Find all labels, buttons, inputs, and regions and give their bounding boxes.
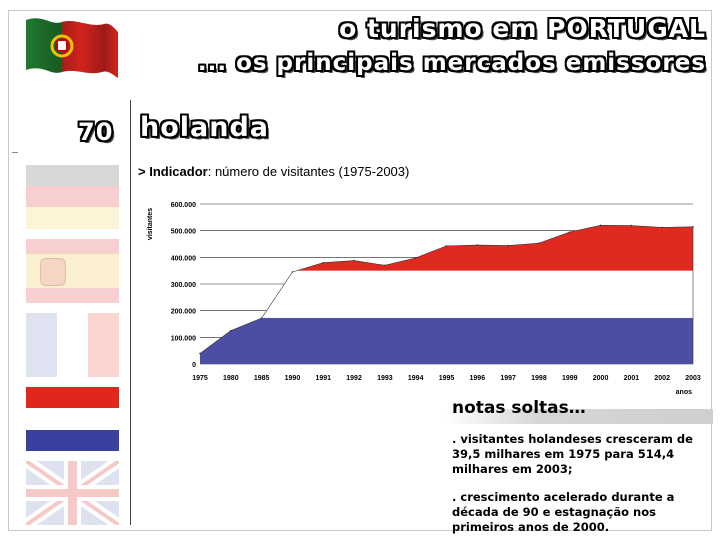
data-point bbox=[199, 352, 201, 355]
country-title: holanda bbox=[140, 112, 270, 143]
data-point bbox=[661, 226, 663, 229]
data-point bbox=[599, 224, 602, 227]
frame-top bbox=[8, 10, 712, 11]
notes-header-bar bbox=[445, 409, 713, 424]
data-point bbox=[384, 264, 386, 267]
slide-number: 70 bbox=[78, 118, 114, 146]
portugal-flag-icon bbox=[26, 18, 118, 78]
page-title: o turismo em PORTUGAL bbox=[339, 14, 706, 43]
note-item: . visitantes holandeses cresceram de 39,… bbox=[452, 432, 693, 476]
data-point bbox=[476, 244, 479, 246]
data-point bbox=[291, 271, 294, 273]
y-tick-label: 400.000 bbox=[171, 255, 196, 262]
y-tick-label: 300.000 bbox=[171, 282, 196, 289]
data-point bbox=[230, 329, 232, 332]
germany-flag-icon bbox=[26, 165, 119, 229]
data-point bbox=[414, 257, 417, 259]
y-axis-label: visitantes bbox=[147, 208, 154, 240]
frame-bottom bbox=[8, 530, 712, 531]
x-tick-label: 1993 bbox=[377, 375, 393, 382]
note-item: . crescimento acelerado durante a década… bbox=[452, 490, 675, 534]
data-point bbox=[260, 317, 263, 319]
x-tick-label: 1996 bbox=[470, 375, 486, 382]
x-tick-label: 1991 bbox=[315, 375, 331, 382]
indicator-prefix: > Indicador bbox=[138, 164, 208, 179]
x-axis-label: anos bbox=[676, 389, 692, 396]
data-point bbox=[507, 244, 509, 247]
x-tick-label: 2003 bbox=[685, 375, 701, 382]
data-point bbox=[692, 226, 694, 228]
x-tick-label: 2002 bbox=[654, 375, 670, 382]
divider-tick bbox=[12, 152, 18, 153]
y-tick-label: 200.000 bbox=[171, 309, 196, 316]
frame-left bbox=[8, 10, 9, 530]
data-point bbox=[538, 242, 540, 244]
y-tick-label: 100.000 bbox=[171, 335, 196, 342]
x-tick-label: 1992 bbox=[346, 375, 362, 382]
data-point bbox=[322, 261, 325, 264]
y-tick-label: 0 bbox=[192, 362, 196, 369]
area-band-red bbox=[200, 225, 693, 271]
area-band-white bbox=[200, 270, 693, 318]
x-tick-label: 1985 bbox=[254, 375, 270, 382]
series-area-outline bbox=[199, 225, 694, 364]
y-tick-label: 600.000 bbox=[171, 202, 196, 209]
x-tick-label: 1997 bbox=[500, 375, 516, 382]
uk-flag-icon bbox=[26, 461, 119, 525]
data-point bbox=[445, 245, 448, 247]
x-tick-label: 1980 bbox=[223, 375, 239, 382]
spain-coat-of-arms-icon bbox=[40, 258, 66, 286]
x-tick-label: 2000 bbox=[593, 375, 609, 382]
x-tick-label: 2001 bbox=[624, 375, 640, 382]
data-point bbox=[353, 259, 355, 262]
x-tick-label: 1994 bbox=[408, 375, 424, 382]
spain-flag-icon bbox=[26, 239, 119, 303]
x-tick-label: 1990 bbox=[285, 375, 301, 382]
visitors-area-chart: 0 100.000 200.000 300.000 400.000 500.000 600.… bbox=[147, 202, 701, 396]
x-tick-label: 1999 bbox=[562, 375, 578, 382]
x-tick-label: 1975 bbox=[192, 375, 208, 382]
x-tick-label: 1995 bbox=[439, 375, 455, 382]
y-tick-label: 500.000 bbox=[171, 229, 196, 236]
france-flag-icon bbox=[26, 313, 119, 377]
area-band-blue bbox=[200, 317, 693, 364]
x-tick-label: 1998 bbox=[531, 375, 547, 382]
notes-title: notas soltas… bbox=[452, 398, 586, 418]
netherlands-flag-icon bbox=[26, 387, 119, 451]
vertical-divider bbox=[130, 100, 131, 525]
data-point bbox=[630, 224, 633, 227]
indicator-label: > Indicador: número de visitantes (1975-… bbox=[138, 164, 409, 179]
indicator-text: : número de visitantes (1975-2003) bbox=[207, 164, 410, 179]
page-subtitle: ... os principais mercados emissores bbox=[197, 50, 706, 76]
frame-right bbox=[711, 10, 712, 530]
data-point bbox=[568, 231, 571, 233]
